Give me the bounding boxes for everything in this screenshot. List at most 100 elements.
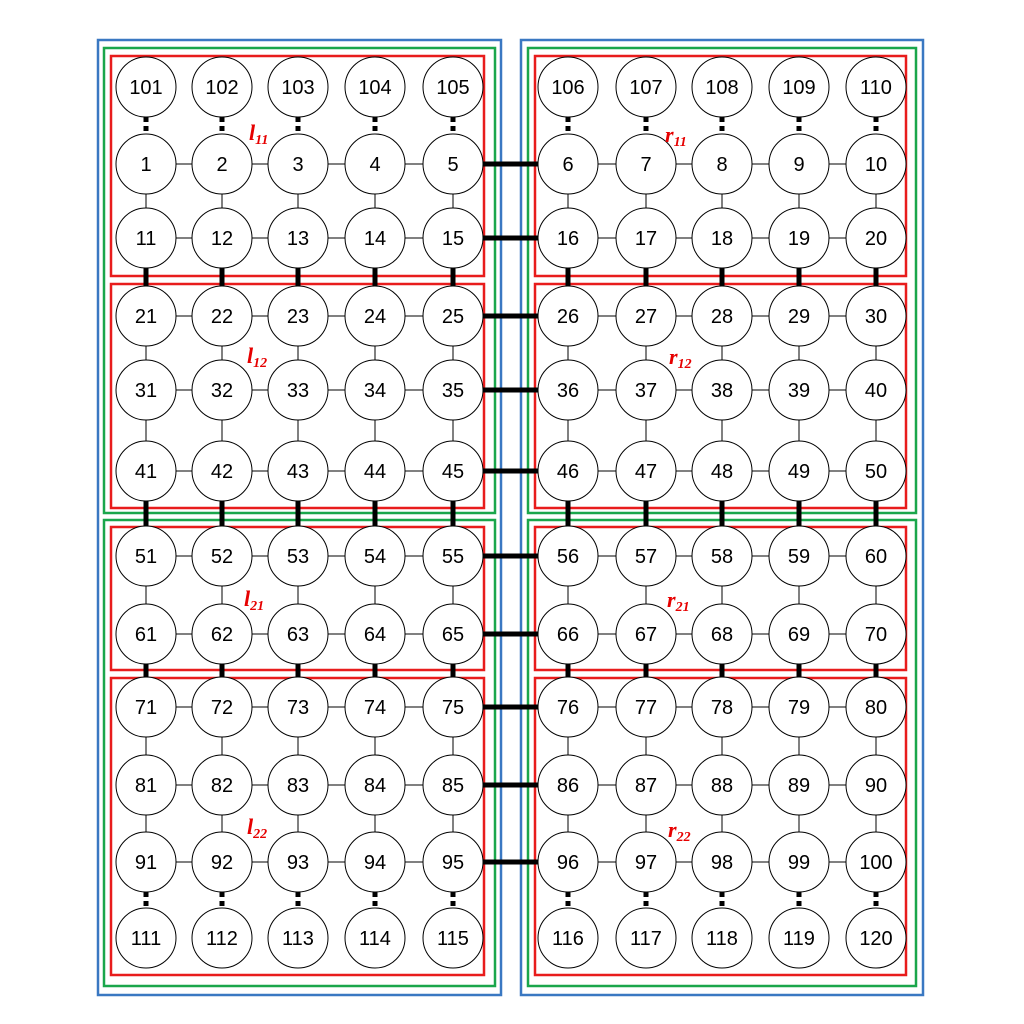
node-58	[691, 525, 753, 587]
node-16	[537, 207, 599, 269]
node-13	[267, 207, 329, 269]
node-label-59: 59	[788, 546, 810, 568]
node-41	[115, 440, 177, 502]
node-55	[422, 525, 484, 587]
node-label-17: 17	[635, 228, 657, 250]
node-label-78: 78	[711, 697, 733, 719]
node-label-23: 23	[287, 306, 309, 328]
node-105	[422, 56, 484, 118]
node-label-48: 48	[711, 461, 733, 483]
node-42	[191, 440, 253, 502]
node-label-79: 79	[788, 697, 810, 719]
node-89	[768, 754, 830, 816]
node-33	[267, 359, 329, 421]
node-label-31: 31	[135, 380, 157, 402]
node-7	[615, 133, 677, 195]
node-87	[615, 754, 677, 816]
node-label-118: 118	[706, 928, 738, 950]
node-101	[115, 56, 177, 118]
node-86	[537, 754, 599, 816]
node-15	[422, 207, 484, 269]
node-label-106: 106	[551, 77, 584, 99]
node-label-34: 34	[364, 380, 386, 402]
node-57	[615, 525, 677, 587]
node-45	[422, 440, 484, 502]
node-46	[537, 440, 599, 502]
node-label-49: 49	[788, 461, 810, 483]
node-label-89: 89	[788, 775, 810, 797]
node-64	[344, 603, 406, 665]
node-102	[191, 56, 253, 118]
node-label-15: 15	[442, 228, 464, 250]
node-label-30: 30	[865, 306, 887, 328]
node-99	[768, 831, 830, 893]
region-letter: r	[665, 122, 674, 147]
node-70	[845, 603, 907, 665]
node-label-71: 71	[135, 697, 157, 719]
node-75	[422, 676, 484, 738]
node-30	[845, 285, 907, 347]
node-label-40: 40	[865, 380, 887, 402]
node-62	[191, 603, 253, 665]
node-12	[191, 207, 253, 269]
node-label-8: 8	[716, 154, 727, 176]
node-50	[845, 440, 907, 502]
node-label-39: 39	[788, 380, 810, 402]
node-54	[344, 525, 406, 587]
node-23	[267, 285, 329, 347]
region-subscript: 21	[249, 599, 264, 614]
node-107	[615, 56, 677, 118]
node-label-62: 62	[211, 624, 233, 646]
node-label-120: 120	[859, 928, 892, 950]
node-label-112: 112	[206, 928, 238, 950]
node-label-32: 32	[211, 380, 233, 402]
node-label-76: 76	[557, 697, 579, 719]
node-119	[768, 907, 830, 969]
node-95	[422, 831, 484, 893]
node-61	[115, 603, 177, 665]
region-letter: r	[669, 344, 678, 369]
node-label-54: 54	[364, 546, 386, 568]
node-114	[344, 907, 406, 969]
node-label-82: 82	[211, 775, 233, 797]
node-label-14: 14	[364, 228, 386, 250]
node-10	[845, 133, 907, 195]
node-label-92: 92	[211, 852, 233, 874]
node-label-83: 83	[287, 775, 309, 797]
node-label-73: 73	[287, 697, 309, 719]
node-74	[344, 676, 406, 738]
node-1	[115, 133, 177, 195]
node-label-33: 33	[287, 380, 309, 402]
node-label-26: 26	[557, 306, 579, 328]
node-label-63: 63	[287, 624, 309, 646]
node-6	[537, 133, 599, 195]
node-label-24: 24	[364, 306, 386, 328]
node-21	[115, 285, 177, 347]
node-40	[845, 359, 907, 421]
node-93	[267, 831, 329, 893]
node-label-66: 66	[557, 624, 579, 646]
node-label-41: 41	[135, 461, 157, 483]
node-label-98: 98	[711, 852, 733, 874]
outer-box-left	[96, 38, 503, 997]
node-39	[768, 359, 830, 421]
node-60	[845, 525, 907, 587]
node-4	[344, 133, 406, 195]
node-label-81: 81	[135, 775, 157, 797]
node-label-85: 85	[442, 775, 464, 797]
node-108	[691, 56, 753, 118]
node-label-1: 1	[140, 154, 151, 176]
region-letter: l	[247, 814, 254, 839]
node-label-87: 87	[635, 775, 657, 797]
node-63	[267, 603, 329, 665]
node-label-105: 105	[436, 77, 469, 99]
node-66	[537, 603, 599, 665]
node-14	[344, 207, 406, 269]
node-label-111: 111	[131, 928, 161, 950]
node-label-109: 109	[782, 77, 815, 99]
node-96	[537, 831, 599, 893]
node-label-44: 44	[364, 461, 386, 483]
node-label-77: 77	[635, 697, 657, 719]
